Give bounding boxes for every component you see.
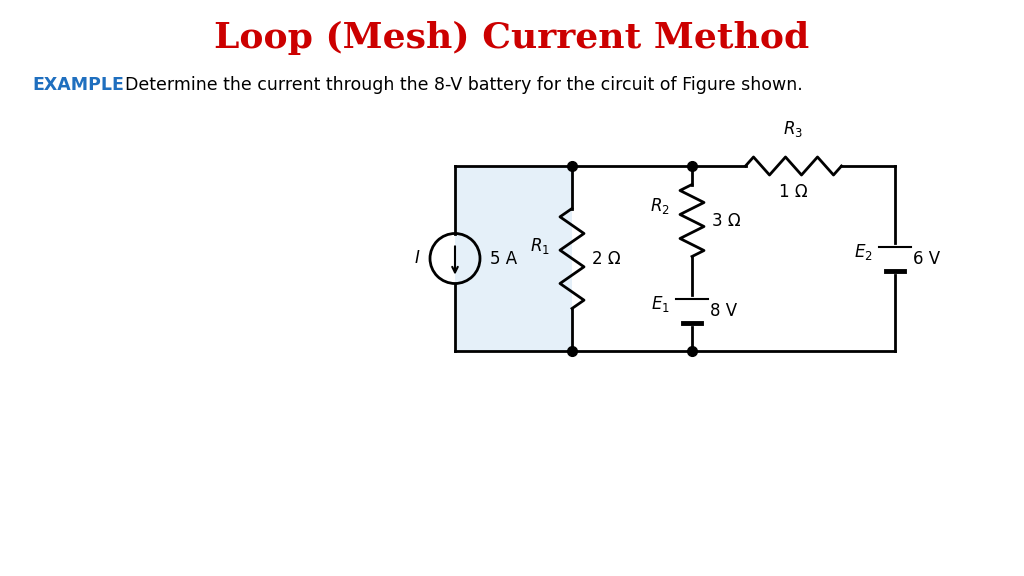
Polygon shape [455, 166, 572, 351]
Text: $E_2$: $E_2$ [854, 241, 873, 262]
Text: 5 A: 5 A [490, 249, 517, 267]
Text: 1 Ω: 1 Ω [779, 183, 808, 201]
Text: $R_1$: $R_1$ [530, 237, 550, 256]
Text: $R_2$: $R_2$ [650, 195, 670, 215]
Text: EXAMPLE: EXAMPLE [32, 76, 124, 94]
Text: $R_3$: $R_3$ [783, 119, 804, 139]
Text: $E_1$: $E_1$ [651, 294, 670, 313]
Text: 2 Ω: 2 Ω [592, 249, 621, 267]
Text: 8 V: 8 V [710, 301, 737, 320]
Text: 3 Ω: 3 Ω [712, 211, 740, 229]
Text: $I$: $I$ [414, 250, 420, 267]
Text: 6 V: 6 V [913, 249, 940, 267]
Text: Determine the current through the 8-V battery for the circuit of Figure shown.: Determine the current through the 8-V ba… [114, 76, 803, 94]
Text: Loop (Mesh) Current Method: Loop (Mesh) Current Method [214, 21, 810, 55]
